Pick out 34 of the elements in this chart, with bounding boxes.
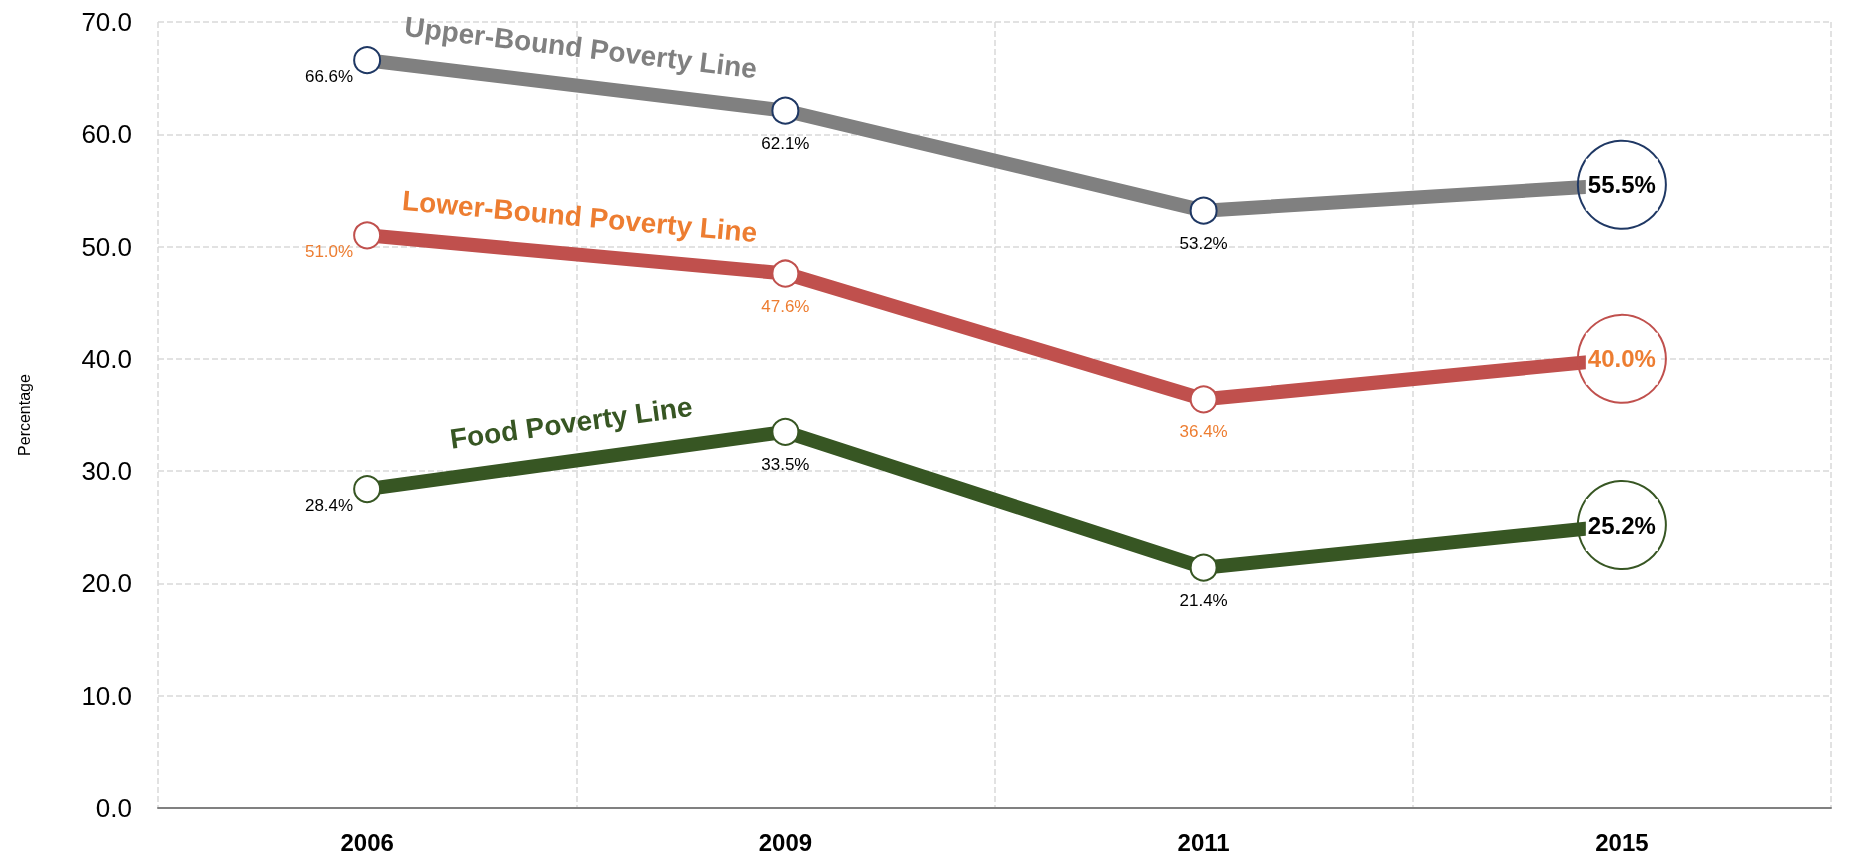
y-axis-title: Percentage: [15, 373, 33, 456]
y-tick-label: 30.0: [81, 456, 132, 487]
data-label: 40.0%: [1587, 345, 1656, 373]
text: Food Poverty Line: [448, 390, 695, 455]
point: [1189, 553, 1218, 582]
x-tick-label: 2011: [1177, 828, 1230, 856]
data-label: 36.4%: [1179, 422, 1228, 442]
data-label: 21.4%: [1179, 590, 1228, 610]
data-label: 47.6%: [761, 296, 810, 316]
data-label: 62.1%: [761, 133, 810, 153]
y-tick-label: 60.0: [81, 119, 132, 150]
data-label: 28.4%: [304, 495, 354, 515]
data-label: 66.6%: [304, 66, 354, 86]
point: [1189, 385, 1218, 414]
data-label: 55.5%: [1587, 171, 1656, 199]
point: [353, 221, 382, 250]
text: Upper-Bound Poverty Line: [402, 11, 759, 85]
text: Lower-Bound Poverty Line: [400, 184, 759, 249]
x-tick-label: 2015: [1595, 828, 1649, 856]
point: [353, 475, 382, 504]
x-tick-label: 2006: [340, 828, 394, 856]
y-tick-label: 20.0: [81, 568, 132, 599]
data-label: 25.2%: [1587, 511, 1656, 539]
x-tick-label: 2009: [758, 828, 813, 856]
y-tick-label: 70.0: [81, 7, 132, 37]
point: [771, 259, 800, 288]
point: [771, 417, 800, 446]
data-label: 33.5%: [761, 454, 810, 474]
y-tick-label: 10.0: [81, 680, 132, 711]
data-label: 51.0%: [304, 241, 354, 261]
y-tick-label: 40.0: [81, 343, 132, 374]
data-label: 53.2%: [1179, 233, 1228, 253]
y-tick-label: 50.0: [81, 231, 132, 262]
y-tick-label: 0.0: [95, 793, 132, 823]
